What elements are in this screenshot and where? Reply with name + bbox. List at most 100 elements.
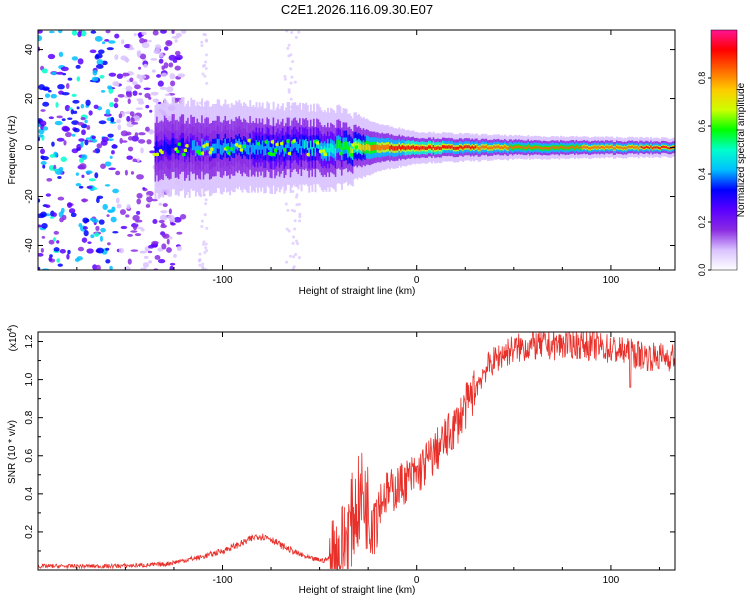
spectrogram-noise-cell — [88, 110, 93, 116]
spectrogram-band-cell — [180, 138, 183, 149]
spectrogram-streak-cell — [198, 252, 202, 256]
spectrogram-peak-cell — [354, 145, 359, 149]
spectrogram-noise-cell — [171, 35, 180, 39]
spectrogram-noise-cell — [38, 134, 44, 138]
spectrogram-peak-cell — [152, 152, 157, 157]
spectrogram-band-cell — [462, 146, 465, 150]
spectrogram-noise-cell — [137, 139, 146, 144]
spectrogram-noise-cell — [160, 30, 167, 34]
spectrogram-noise-cell — [139, 250, 147, 254]
spectrogram-band-cell — [378, 145, 381, 151]
spectrogram-noise-cell — [115, 197, 120, 204]
spectrogram-band-cell — [454, 146, 457, 150]
spectrogram-band-cell — [330, 143, 333, 152]
spectrogram-noise-cell — [91, 76, 99, 82]
spectrogram-noise-cell — [108, 72, 117, 77]
spectrogram-band-cell — [650, 145, 653, 148]
spectrogram-noise-cell — [46, 177, 53, 182]
spectrogram-noise-cell — [75, 64, 81, 69]
spectrogram-band-cell — [306, 141, 309, 151]
spectrogram-noise-cell — [119, 209, 126, 215]
spectrogram-noise-cell — [104, 39, 110, 42]
spectrogram-noise-cell — [91, 135, 96, 140]
spectrogram-noise-cell — [107, 133, 114, 138]
spectrogram-band-cell — [541, 147, 544, 150]
spectrogram-band-cell — [575, 145, 578, 148]
spectrogram-noise-cell — [158, 58, 164, 64]
spectrogram-noise-cell — [166, 247, 172, 253]
spectrogram-band-cell — [387, 144, 390, 150]
spectrogram-noise-cell — [125, 57, 129, 63]
spectrogram-band-cell — [426, 146, 429, 150]
spectrogram-band-cell — [443, 145, 446, 149]
spectrogram-noise-cell — [115, 170, 121, 176]
spectrogram-noise-cell — [98, 49, 105, 54]
spectrogram-band-cell — [162, 145, 165, 156]
spectrogram-noise-cell — [96, 197, 100, 204]
spectrogram-noise-cell — [45, 193, 51, 197]
spectrogram-band-cell — [246, 144, 249, 154]
spectrogram-peak-cell — [321, 149, 326, 153]
spectrogram-band-cell — [522, 146, 525, 150]
spectrogram-peak-cell — [264, 140, 269, 144]
spectrogram-band-cell — [263, 146, 266, 156]
spectrogram-band-cell — [449, 145, 452, 149]
spectrogram-noise-cell — [173, 253, 177, 258]
spectrogram-noise-cell — [136, 98, 144, 102]
spectrogram-band-cell — [640, 145, 643, 148]
spectrogram-noise-cell — [96, 247, 104, 254]
spectrogram-noise-cell — [158, 219, 165, 224]
spectrogram-noise-cell — [114, 54, 119, 60]
spectrogram-noise-cell — [146, 196, 153, 203]
spectrogram-band-cell — [586, 145, 589, 149]
spectrogram-band-cell — [651, 147, 654, 150]
spectrogram-noise-cell — [160, 224, 167, 229]
spectrogram-noise-cell — [136, 174, 144, 180]
spectrogram-noise-cell — [51, 141, 55, 147]
spectrogram-band-cell — [474, 145, 477, 149]
spectrogram-band-cell — [525, 146, 528, 150]
spectrogram-band-cell — [407, 145, 410, 150]
spectrogram-band-cell — [404, 146, 407, 151]
spectrogram-noise-cell — [109, 102, 115, 108]
spectrogram-band-cell — [166, 144, 169, 155]
spectrogram-noise-cell — [41, 223, 48, 229]
spectrogram-noise-cell — [112, 231, 119, 234]
spectrogram-noise-cell — [61, 214, 67, 221]
spectrogram-noise-cell — [40, 211, 47, 218]
spectrogram-band-cell — [505, 146, 508, 150]
spectrogram-noise-cell — [145, 104, 150, 109]
spectrogram-band-cell — [477, 147, 480, 150]
spectrogram-noise-cell — [72, 99, 80, 104]
spectrogram-band-cell — [340, 147, 343, 156]
spectrogram-band-cell — [483, 145, 486, 149]
spectrogram-band-cell — [218, 139, 221, 149]
spectrogram-noise-cell — [73, 110, 78, 115]
spectrogram-band-cell — [626, 146, 629, 149]
spectrogram-noise-cell — [71, 120, 79, 125]
spectrogram-band-cell — [491, 146, 494, 150]
spectrogram-xlabel: Height of straight line (km) — [299, 286, 416, 297]
spectrogram-band-cell — [424, 146, 427, 151]
spectrogram-noise-cell — [153, 50, 158, 54]
spectrogram-noise-cell — [99, 235, 104, 242]
spectrogram-band-cell — [280, 143, 283, 153]
spectrogram-band-cell — [379, 145, 382, 151]
spectrogram-band-cell — [577, 146, 580, 150]
spectrogram-noise-cell — [140, 147, 144, 154]
spectrogram-band-cell — [194, 146, 197, 157]
spectrogram-noise-cell — [42, 86, 50, 91]
spectrogram-band-cell — [260, 144, 263, 154]
spectrogram-band-cell — [381, 144, 384, 150]
spectrogram-band-cell — [415, 146, 418, 150]
spectrogram-peak-cell — [183, 148, 188, 153]
spectrogram-noise-cell — [102, 203, 109, 211]
spectrogram-noise-cell — [95, 64, 104, 69]
spectrogram-streak-cell — [204, 67, 208, 71]
spectrogram-band-cell — [592, 146, 595, 149]
spectrogram-noise-cell — [151, 198, 158, 202]
spectrogram-band-cell — [337, 139, 340, 149]
spectrogram-band-cell — [656, 146, 659, 149]
spectrogram-noise-cell — [125, 214, 130, 218]
spectrogram-noise-cell — [172, 59, 178, 63]
